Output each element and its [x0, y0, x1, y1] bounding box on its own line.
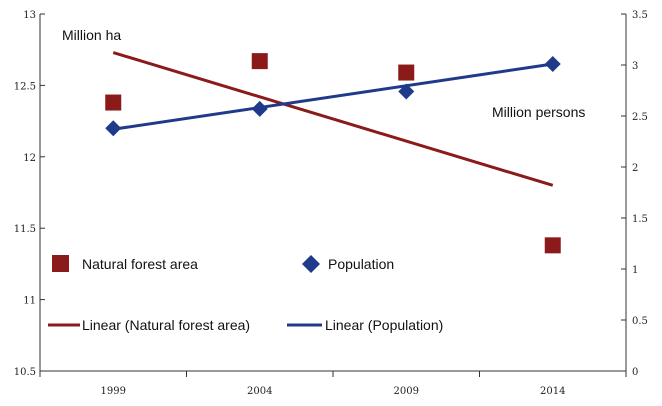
right-tick-label: 0.5 — [632, 316, 648, 327]
marker-natural-forest-area — [544, 237, 561, 254]
legend-label-population: Population — [328, 256, 394, 272]
right-tick-label: 2.5 — [632, 112, 648, 123]
right-tick-label: 1 — [632, 265, 638, 276]
x-axis-ticks: 1999 2004 2009 2014 — [39, 371, 627, 397]
legend-label-linear-population: Linear (Population) — [325, 317, 443, 333]
marker-natural-forest-area — [251, 53, 268, 70]
trendlines — [112, 51, 554, 187]
left-tick-label: 13 — [23, 10, 36, 21]
marker-population — [251, 100, 268, 117]
marker-population — [544, 55, 561, 72]
left-tick-label: 11 — [23, 296, 36, 307]
marker-population — [105, 120, 122, 137]
marker-natural-forest-area — [398, 64, 415, 81]
right-tick-label: 2 — [632, 163, 638, 174]
right-tick-label: 3.5 — [632, 10, 648, 21]
x-tick-label: 1999 — [101, 386, 126, 397]
data-markers — [105, 53, 561, 254]
left-tick-label: 11.5 — [14, 224, 36, 235]
legend: Natural forest area Population Linear (N… — [48, 255, 443, 333]
left-axis-label: Million ha — [62, 27, 121, 43]
legend-label-linear-natural-forest-area: Linear (Natural forest area) — [82, 317, 250, 333]
left-tick-label: 12 — [23, 153, 36, 164]
legend-swatch-natural-forest-area — [52, 255, 69, 272]
x-tick-label: 2014 — [540, 386, 565, 397]
left-axis-ticks: 10.5 11 11.5 12 12.5 13 — [14, 10, 45, 378]
left-tick-label: 12.5 — [14, 81, 36, 92]
marker-population — [398, 83, 415, 100]
right-tick-label: 1.5 — [632, 214, 648, 225]
right-tick-label: 3 — [632, 61, 638, 72]
right-axis-label: Million persons — [492, 104, 585, 120]
right-tick-label: 0 — [632, 367, 638, 378]
x-tick-label: 2009 — [394, 386, 419, 397]
trendline-linear-natural-forest-area — [112, 51, 554, 187]
marker-natural-forest-area — [105, 94, 122, 111]
right-axis-ticks: 0 0.5 1 1.5 2 2.5 3 3.5 — [621, 10, 648, 378]
legend-swatch-population — [302, 255, 320, 273]
legend-label-natural-forest-area: Natural forest area — [82, 256, 198, 272]
x-tick-label: 2004 — [247, 386, 272, 397]
trendline-linear-population — [113, 62, 553, 131]
left-tick-label: 10.5 — [14, 367, 36, 378]
